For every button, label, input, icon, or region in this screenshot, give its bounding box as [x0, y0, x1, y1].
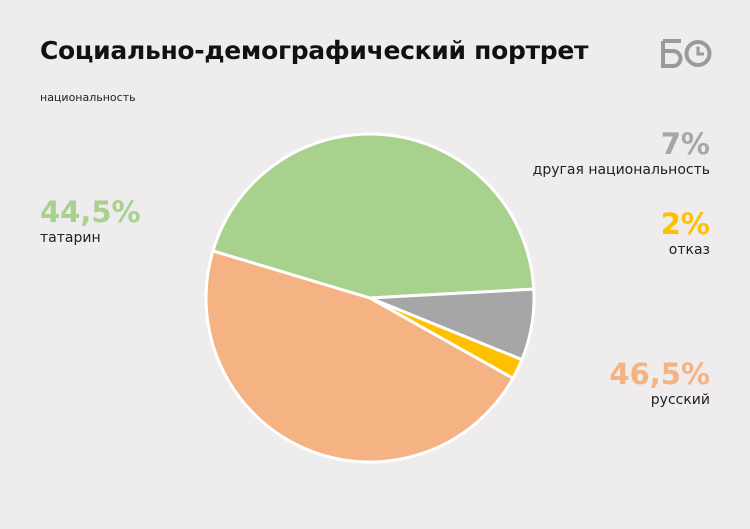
- label-refusal: 2% отказ: [661, 208, 710, 259]
- label-other: 7% другая национальность: [533, 128, 710, 179]
- russian-percent: 46,5%: [609, 357, 710, 391]
- russian-name: русский: [650, 392, 710, 408]
- chart-subtitle: национальность: [40, 91, 136, 104]
- slice-tatarin: [211, 132, 536, 300]
- tatarin-name: татарин: [40, 230, 101, 246]
- slice-refusal: [368, 296, 524, 380]
- refusal-percent: 2%: [660, 207, 710, 241]
- slice-russian: [204, 249, 515, 464]
- label-russian: 46,5% русский: [609, 358, 710, 409]
- refusal-name: отказ: [668, 242, 710, 258]
- bo-logo: БО: [661, 39, 712, 68]
- other-name: другая национальность: [532, 162, 710, 178]
- tatarin-percent: 44,5%: [40, 195, 141, 229]
- chart-title: Социально-демографический портрет: [40, 36, 589, 65]
- label-tatarin: 44,5% татарин: [40, 196, 141, 247]
- other-percent: 7%: [660, 127, 710, 161]
